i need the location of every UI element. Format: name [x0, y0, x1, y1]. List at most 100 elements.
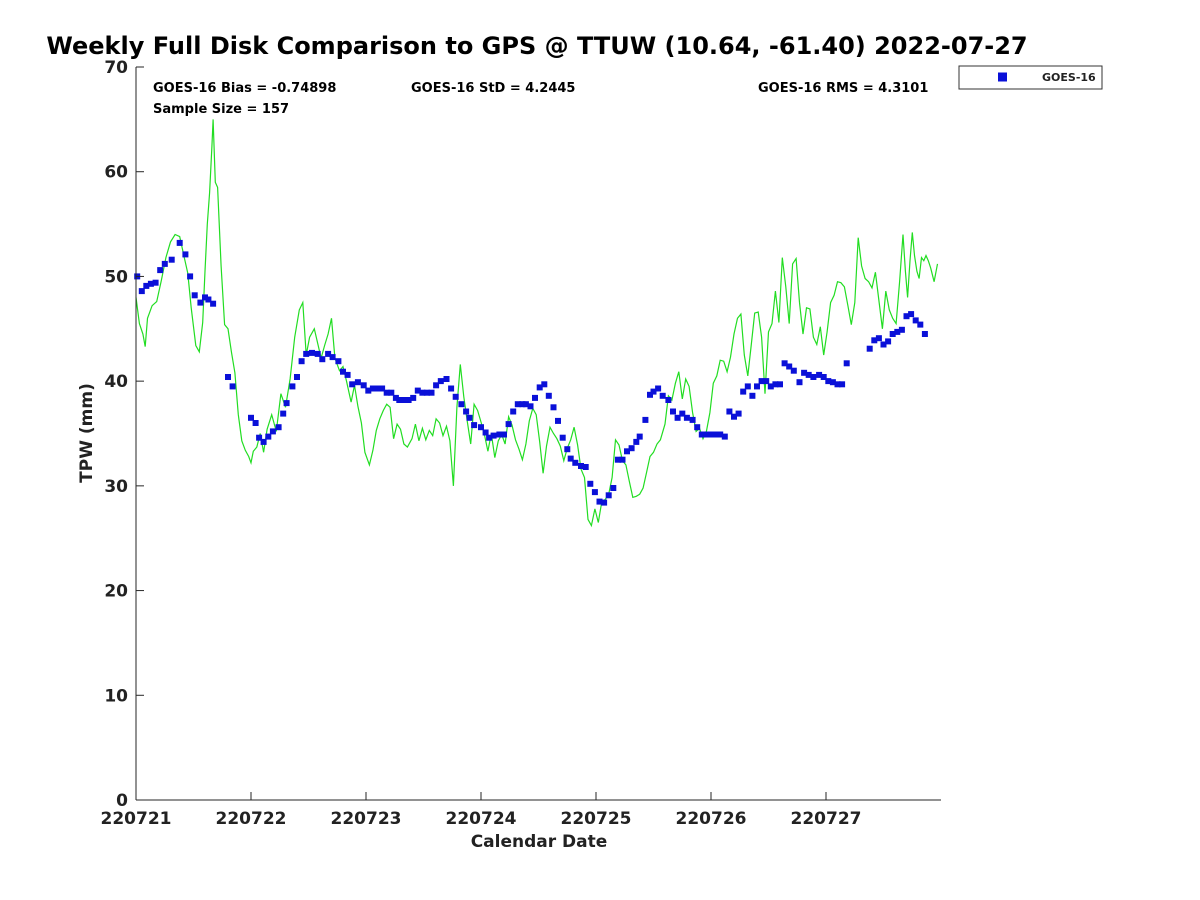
goes16-point	[655, 385, 662, 392]
goes16-point	[712, 431, 719, 438]
goes16-point	[205, 296, 212, 303]
goes16-point	[437, 378, 444, 385]
goes16-point	[210, 300, 217, 307]
goes16-point	[829, 379, 836, 386]
goes16-point	[636, 433, 643, 440]
gps-series	[135, 119, 939, 528]
goes16-point	[514, 401, 521, 408]
goes16-point	[550, 404, 557, 411]
goes16-point	[392, 394, 399, 401]
y-axis-ticks: 0 10 20 30 40 50 60 70	[104, 58, 144, 811]
goes16-point	[763, 378, 770, 385]
goes16-point	[647, 391, 653, 398]
goes16-point	[665, 397, 672, 403]
x-tick-label: 220721	[101, 809, 172, 829]
goes16-point	[825, 378, 832, 385]
goes16-point	[839, 381, 846, 388]
goes16-point	[541, 381, 548, 388]
goes16-point	[708, 431, 714, 438]
goes16-point	[875, 335, 882, 342]
x-tick-label: 220722	[216, 809, 287, 829]
goes16-point	[885, 338, 892, 345]
goes16-point	[329, 354, 336, 361]
goes16-point	[452, 393, 459, 400]
goes16-point	[628, 445, 635, 452]
goes16-point	[265, 433, 272, 440]
goes16-point	[143, 282, 150, 289]
goes16-point	[147, 280, 154, 287]
goes16-point	[619, 456, 626, 463]
y-axis-label: TPW (mm)	[77, 383, 97, 483]
x-tick-label: 220723	[331, 809, 402, 829]
goes16-point	[866, 345, 873, 352]
goes16-point	[191, 292, 198, 299]
goes16-point	[912, 317, 919, 324]
goes16-point	[917, 321, 924, 328]
goes16-point	[781, 360, 788, 367]
goes16-point	[679, 410, 686, 417]
goes-series	[134, 239, 928, 506]
goes16-point	[731, 413, 737, 420]
goes16-point	[522, 401, 529, 408]
goes16-point	[801, 369, 808, 376]
goes16-point	[786, 363, 793, 370]
goes16-point	[880, 341, 887, 348]
goes16-point	[816, 371, 823, 378]
goes16-point	[168, 256, 175, 263]
goes16-point	[225, 374, 231, 380]
goes16-point	[726, 408, 733, 415]
goes16-point	[410, 394, 417, 401]
goes16-point	[283, 400, 290, 407]
goes16-point	[161, 260, 168, 267]
goes16-point	[674, 414, 681, 421]
goes16-point	[496, 431, 503, 438]
goes16-point	[269, 428, 276, 435]
goes16-point	[374, 385, 381, 392]
legend-box	[958, 65, 1103, 90]
goes16-point	[749, 392, 756, 399]
goes16-point	[754, 383, 760, 390]
goes16-point	[767, 383, 774, 390]
goes16-point	[633, 438, 640, 445]
goes16-point	[229, 383, 236, 390]
goes16-point	[810, 374, 817, 380]
goes16-point	[903, 313, 910, 320]
goes16-point	[379, 385, 386, 392]
goes16-point	[614, 456, 621, 463]
goes16-point	[582, 464, 589, 470]
goes16-point	[344, 371, 351, 378]
goes16-point	[559, 434, 566, 441]
goes16-point	[670, 408, 676, 415]
goes16-point	[396, 397, 403, 403]
goes16-point	[591, 489, 598, 496]
x-axis-ticks: 220721 220722 220723 220724 220725 220726 2207…	[101, 792, 861, 829]
goes16-point	[921, 331, 928, 337]
x-axis-label: Calendar Date	[471, 832, 608, 852]
goes16-point	[843, 360, 850, 367]
goes16-point	[463, 408, 470, 415]
goes16-point	[567, 455, 574, 462]
goes16-point	[405, 397, 412, 403]
x-tick-label: 220724	[446, 809, 517, 829]
goes16-point	[260, 438, 267, 445]
x-tick-label: 220725	[561, 809, 632, 829]
goes16-point	[360, 382, 367, 389]
goes16-point	[486, 434, 493, 441]
goes16-point	[248, 414, 254, 421]
goes16-point	[501, 431, 507, 438]
goes16-point	[642, 416, 649, 423]
goes16-point	[400, 397, 407, 403]
goes16-point	[564, 446, 571, 453]
legend-marker	[998, 72, 1007, 82]
goes16-point	[703, 431, 710, 438]
goes16-point	[805, 371, 812, 378]
goes16-point	[309, 349, 315, 356]
goes16-point	[596, 498, 603, 505]
goes16-point	[532, 394, 538, 401]
goes16-point	[280, 410, 287, 417]
goes16-point	[834, 381, 841, 388]
goes16-point	[289, 383, 296, 390]
y-tick-label: 20	[104, 582, 128, 602]
goes16-point	[519, 401, 526, 408]
goes16-point	[758, 378, 765, 385]
